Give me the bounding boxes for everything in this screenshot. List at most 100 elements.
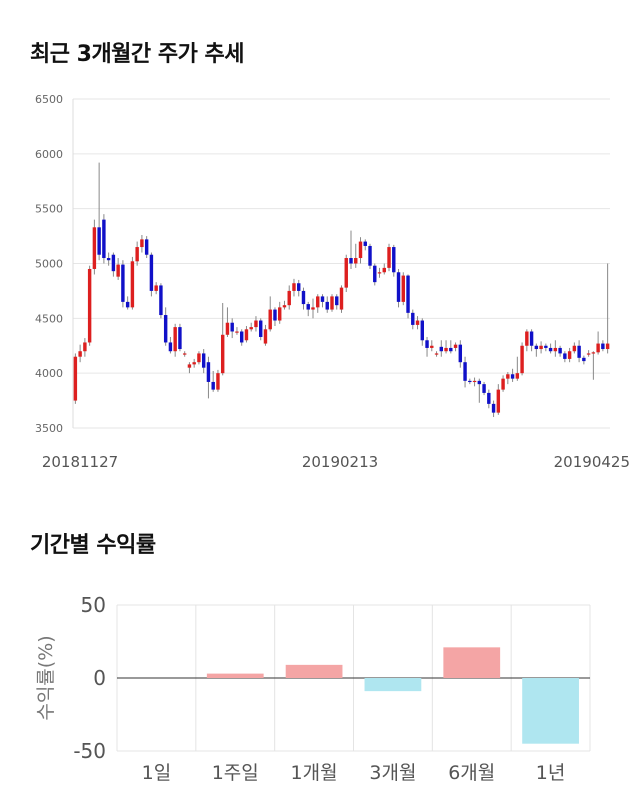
candle-body bbox=[273, 309, 277, 321]
candle bbox=[225, 307, 230, 337]
candle bbox=[192, 358, 196, 368]
candle-body bbox=[548, 347, 553, 352]
candle bbox=[220, 302, 225, 376]
candle-body bbox=[187, 364, 192, 368]
candle bbox=[577, 340, 581, 363]
returns-x-tick-label: 1개월 bbox=[291, 762, 338, 784]
candle bbox=[434, 351, 439, 357]
candle bbox=[306, 301, 310, 317]
candle bbox=[377, 267, 382, 278]
candle bbox=[163, 307, 168, 346]
returns-x-tick-label: 6개월 bbox=[448, 762, 495, 784]
candle-body bbox=[121, 264, 125, 302]
candle-body bbox=[130, 261, 135, 308]
price-y-tick-label: 5000 bbox=[35, 258, 63, 271]
candle-body bbox=[125, 301, 130, 308]
candle bbox=[453, 342, 458, 352]
candle bbox=[430, 340, 434, 352]
candle bbox=[216, 369, 220, 392]
candle bbox=[102, 214, 106, 264]
candle-body bbox=[111, 254, 116, 272]
candle bbox=[182, 351, 187, 357]
candle-body bbox=[163, 315, 168, 343]
candle bbox=[582, 355, 586, 365]
candle-body bbox=[420, 320, 424, 341]
candle bbox=[354, 243, 358, 268]
candle bbox=[539, 341, 543, 354]
candle-body bbox=[301, 290, 306, 305]
candle-body bbox=[292, 283, 296, 291]
candle-body bbox=[415, 320, 420, 325]
price-trend-title: 최근 3개월간 주가 추세 bbox=[30, 42, 244, 67]
candle-body bbox=[316, 296, 320, 308]
candle-body bbox=[87, 268, 92, 343]
candle-body bbox=[434, 353, 439, 355]
candle bbox=[111, 252, 116, 277]
candle-body bbox=[468, 380, 472, 383]
candle-body bbox=[335, 296, 339, 306]
candle-body bbox=[377, 272, 382, 274]
candle-body bbox=[178, 327, 182, 350]
candle-body bbox=[601, 343, 605, 350]
candle bbox=[282, 300, 287, 310]
candle-body bbox=[558, 347, 562, 354]
candle bbox=[235, 327, 239, 335]
candle bbox=[425, 336, 429, 357]
candle bbox=[496, 384, 501, 415]
candle bbox=[178, 323, 182, 352]
candle-body bbox=[282, 305, 287, 308]
candle bbox=[382, 263, 386, 275]
returns-x-ticks: 1일 1주일 1개월 3개월 6개월 1년 bbox=[142, 762, 566, 784]
candle-body bbox=[235, 331, 239, 333]
candle bbox=[373, 263, 377, 286]
returns-y-axis-label: 수익률(%) bbox=[35, 635, 57, 720]
candle bbox=[415, 316, 420, 330]
candle bbox=[287, 285, 291, 310]
candle-body bbox=[567, 351, 572, 359]
candle bbox=[297, 279, 301, 297]
candle bbox=[320, 294, 325, 308]
candle-body bbox=[553, 347, 558, 352]
candle bbox=[173, 323, 177, 357]
candle-body bbox=[382, 267, 386, 273]
candle-body bbox=[501, 378, 505, 390]
candle bbox=[558, 345, 562, 357]
candle bbox=[316, 294, 320, 313]
candle-body bbox=[472, 380, 477, 383]
candle-body bbox=[144, 239, 149, 255]
candle-body bbox=[211, 381, 215, 390]
returns-x-tick-label: 1년 bbox=[536, 762, 566, 784]
candle-body bbox=[106, 258, 111, 261]
candle bbox=[515, 356, 520, 381]
price-candles bbox=[73, 162, 610, 418]
returns-x-tick-label: 3개월 bbox=[369, 762, 416, 784]
return-bar bbox=[522, 678, 579, 744]
candle bbox=[106, 252, 111, 266]
candle bbox=[548, 343, 553, 354]
candle-body bbox=[591, 352, 596, 354]
candle bbox=[154, 282, 158, 295]
candle bbox=[197, 351, 201, 365]
candle bbox=[349, 230, 353, 269]
candle-body bbox=[506, 374, 510, 379]
candle bbox=[468, 378, 472, 385]
candle bbox=[187, 362, 192, 374]
candle bbox=[335, 294, 339, 310]
candle bbox=[301, 287, 306, 310]
candle bbox=[159, 283, 163, 319]
candle bbox=[586, 350, 591, 357]
candle bbox=[572, 342, 577, 354]
price-x-tick-label: 20190213 bbox=[302, 453, 378, 471]
candle-body bbox=[368, 245, 372, 266]
price-y-tick-label: 4000 bbox=[35, 367, 63, 380]
candle-body bbox=[406, 275, 410, 313]
price-grid bbox=[72, 98, 610, 429]
candle-body bbox=[520, 345, 524, 374]
candle bbox=[501, 375, 505, 392]
candle-body bbox=[439, 346, 444, 352]
candle-body bbox=[325, 301, 329, 310]
candle-body bbox=[116, 264, 120, 277]
candle bbox=[406, 274, 410, 319]
candle-body bbox=[544, 345, 548, 348]
candle bbox=[491, 400, 496, 418]
